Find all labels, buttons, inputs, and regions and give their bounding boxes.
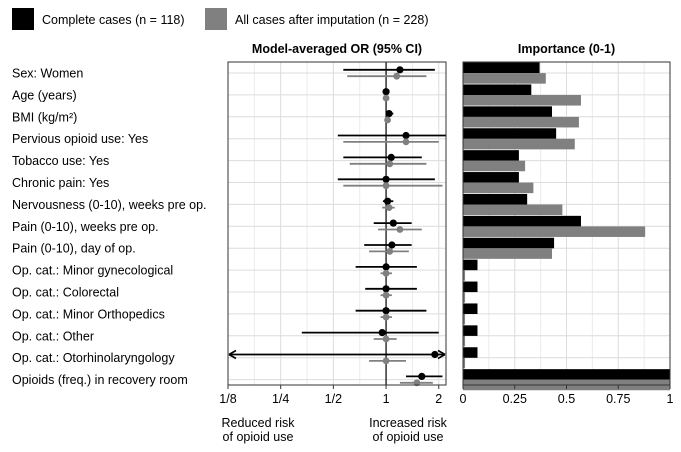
legend: Complete cases (n = 118) All cases after … [12, 8, 429, 30]
legend-swatch [12, 8, 34, 30]
importance-bar [463, 84, 532, 95]
forest-tick-label: 1 [383, 392, 390, 406]
category-label: BMI (kg/m²) [12, 110, 77, 124]
category-label: Op. cat.: Minor gynecological [12, 264, 173, 278]
estimate-point [382, 263, 390, 271]
importance-tick-label: 0 [460, 392, 467, 406]
importance-bar [463, 215, 581, 227]
category-label: Age (years) [12, 88, 77, 102]
forest-tick-label: 1/4 [272, 392, 289, 406]
category-label: Op. cat.: Minor Orthopedics [12, 307, 165, 321]
forest-title: Model-averaged OR (95% CI) [252, 42, 422, 56]
importance-bar [463, 347, 478, 358]
estimate-point [382, 307, 390, 315]
category-label: Pain (0-10), weeks pre op. [12, 220, 159, 234]
importance-bar [463, 138, 575, 150]
estimate-point [418, 372, 426, 380]
importance-bar [463, 369, 670, 380]
estimate-point [382, 291, 390, 299]
estimate-point [396, 226, 404, 233]
importance-tick-label: 0.75 [606, 392, 630, 406]
category-label: Sex: Women [12, 67, 83, 81]
annotation-text: of opioid use [373, 430, 444, 444]
importance-bar [463, 128, 557, 139]
importance-bar [463, 226, 646, 237]
importance-bar [463, 160, 526, 172]
importance-bar [463, 116, 579, 128]
estimate-point [385, 204, 393, 212]
estimate-point [388, 241, 396, 249]
annotation-text: of opioid use [223, 430, 294, 444]
ci-arrow-left [228, 349, 237, 360]
importance-bar [463, 325, 478, 336]
estimate-point [382, 335, 390, 343]
estimate-point [393, 72, 401, 80]
importance-bar [463, 248, 553, 259]
importance-bar [463, 172, 519, 183]
estimate-point [382, 357, 390, 365]
forest-tick-label: 1/8 [219, 392, 236, 406]
forest-tick-label: 2 [435, 392, 442, 406]
estimate-point [431, 350, 439, 359]
estimate-point [402, 138, 410, 146]
estimate-point [389, 219, 397, 227]
annotation-text: Reduced risk [222, 416, 296, 430]
importance-bar [463, 150, 519, 161]
estimate-point [382, 285, 390, 293]
category-label: Op. cat.: Colorectal [12, 286, 119, 300]
importance-bar [463, 182, 534, 194]
importance-bar [463, 259, 478, 271]
category-label: Pervious opioid use: Yes [12, 132, 148, 146]
importance-bar [463, 314, 466, 325]
importance-bar [463, 281, 478, 293]
category-label: Pain (0-10), day of op. [12, 242, 136, 256]
estimate-point [386, 248, 394, 255]
importance-bar [463, 62, 540, 74]
category-label: Op. cat.: Other [12, 329, 94, 343]
annotation-text: Increased risk [369, 416, 448, 430]
estimate-point [387, 153, 395, 161]
estimate-point [382, 269, 390, 277]
importance-tick-label: 1 [667, 392, 674, 406]
forest-tick-label: 1/2 [325, 392, 342, 406]
estimate-point [382, 88, 390, 96]
importance-bar [463, 270, 466, 281]
forest-panel-border [227, 61, 447, 386]
importance-bar [463, 95, 581, 106]
estimate-point [382, 175, 390, 183]
estimate-point [382, 313, 390, 321]
estimate-point [382, 182, 390, 190]
category-label: Tobacco use: Yes [12, 154, 109, 168]
category-label: Opioids (freq.) in recovery room [12, 373, 188, 387]
importance-bar [463, 237, 555, 249]
estimate-point [383, 197, 392, 205]
importance-bar [463, 204, 563, 216]
estimate-point [396, 66, 404, 74]
importance-bar [463, 73, 546, 84]
legend-swatch [205, 8, 227, 30]
estimate-point [386, 160, 394, 168]
estimate-point [402, 131, 410, 140]
category-label: Op. cat.: Otorhinolaryngology [12, 351, 175, 365]
importance-bar [463, 292, 466, 303]
importance-tick-label: 0.5 [558, 392, 575, 406]
estimate-point [382, 94, 390, 102]
importance-title: Importance (0-1) [518, 42, 615, 56]
legend-label: Complete cases (n = 118) [42, 13, 185, 27]
importance-tick-label: 0.25 [503, 392, 527, 406]
importance-bar [463, 335, 466, 347]
importance-bar [463, 303, 478, 314]
importance-bar [463, 193, 528, 205]
importance-bar [463, 106, 553, 117]
estimate-point [378, 329, 386, 337]
estimate-point [385, 110, 393, 118]
category-label: Nervousness (0-10), weeks pre op. [12, 198, 207, 212]
ci-arrow-right [437, 349, 446, 360]
legend-label: All cases after imputation (n = 228) [235, 13, 429, 27]
estimate-point [384, 116, 391, 124]
category-label: Chronic pain: Yes [12, 176, 109, 190]
importance-bar [463, 357, 466, 369]
